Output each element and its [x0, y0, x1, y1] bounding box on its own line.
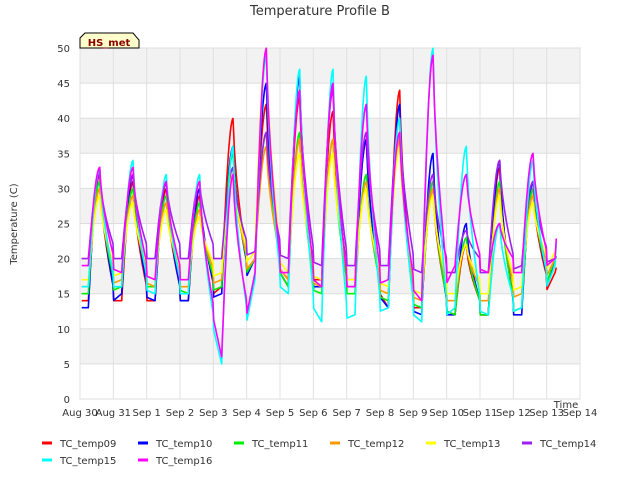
y-tick-label: 10	[57, 325, 70, 336]
x-tick-label: Sep 14	[563, 408, 598, 419]
gridlines	[79, 47, 581, 400]
y-tick-label: 35	[57, 149, 70, 160]
legend-label-TC_temp13: TC_temp13	[443, 439, 500, 450]
x-tick-label: Sep 5	[266, 408, 294, 419]
legend-label-TC_temp11: TC_temp11	[251, 439, 308, 450]
x-tick-label: Sep 8	[366, 408, 394, 419]
y-tick-label: 0	[64, 395, 70, 406]
badge-box	[79, 32, 140, 49]
series-lines	[81, 47, 558, 365]
x-tick-label: Sep 1	[132, 408, 160, 419]
x-tick-label: Sep 13	[529, 408, 564, 419]
badge-label: HS_met	[88, 38, 131, 49]
x-tick-label: Sep 10	[429, 408, 464, 419]
x-tick-label: Sep 9	[399, 408, 427, 419]
x-tick-label: Aug 30	[62, 408, 97, 419]
y-tick-label: 20	[57, 255, 70, 266]
series-line-TC_temp13	[81, 47, 557, 295]
legend: TC_temp09 TC_temp10 TC_temp11 TC_temp12 TC_t…	[42, 439, 596, 467]
y-tick-label: 30	[57, 184, 70, 195]
chart-title: Temperature Profile B	[249, 4, 390, 19]
y-axis-label: Temperature (C)	[9, 183, 20, 265]
y-axis-ticks: 0 5 10 15 20 25 30 35 40 45 50	[57, 44, 70, 406]
series-line-TC_temp14	[81, 89, 558, 274]
legend-label-TC_temp15: TC_temp15	[59, 456, 116, 467]
y-tick-label: 50	[57, 44, 70, 55]
x-tick-label: Sep 12	[496, 408, 531, 419]
band	[80, 48, 580, 84]
y-tick-label: 45	[57, 79, 70, 90]
band	[80, 258, 580, 294]
station-badge: HS_met	[79, 32, 140, 49]
x-axis-label: Time	[553, 400, 578, 411]
y-tick-label: 25	[57, 220, 70, 231]
x-tick-label: Aug 31	[96, 408, 131, 419]
y-tick-label: 5	[64, 360, 70, 371]
band	[80, 328, 580, 364]
legend-label-TC_temp14: TC_temp14	[539, 439, 596, 450]
legend-label-TC_temp09: TC_temp09	[59, 439, 116, 450]
x-tick-label: Sep 4	[232, 408, 260, 419]
legend-label-TC_temp12: TC_temp12	[347, 439, 404, 450]
x-tick-label: Sep 6	[299, 408, 327, 419]
series-line-TC_temp16	[81, 47, 558, 358]
x-tick-label: Sep 7	[332, 408, 360, 419]
x-tick-label: Sep 11	[463, 408, 498, 419]
y-tick-label: 40	[57, 114, 70, 125]
band	[80, 188, 580, 224]
x-tick-label: Sep 2	[166, 408, 194, 419]
legend-label-TC_temp16: TC_temp16	[155, 456, 212, 467]
x-tick-label: Sep 3	[199, 408, 227, 419]
y-tick-label: 15	[57, 290, 70, 301]
legend-label-TC_temp10: TC_temp10	[155, 439, 212, 450]
